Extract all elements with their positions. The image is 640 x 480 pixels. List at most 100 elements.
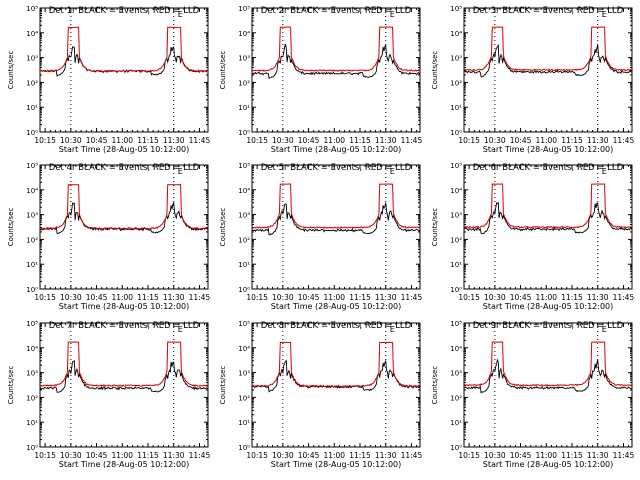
x-tick-label: 11:30 bbox=[375, 136, 397, 145]
plot-frame bbox=[39, 164, 209, 290]
panel-title: Det 4r BLACK = Events, RED = LLD bbox=[49, 163, 200, 173]
chart-panel: Det 9r BLACK = Events, RED = LLD 10⁰ 10¹ 10… bbox=[431, 320, 634, 469]
x-tick-label: 10:15 bbox=[246, 293, 268, 302]
x-tick-label: 11:15 bbox=[349, 293, 371, 302]
y-tick-label: 10² bbox=[450, 79, 462, 87]
y-axis-label: Counts/sec bbox=[7, 366, 15, 405]
x-tick-label: 11:45 bbox=[401, 136, 423, 145]
y-tick-label: 10⁵ bbox=[238, 5, 250, 13]
x-tick-label: 10:30 bbox=[60, 451, 82, 460]
panel-title: Det 9r BLACK = Events, RED = LLD bbox=[473, 321, 624, 331]
y-tick-label: 10⁵ bbox=[450, 162, 462, 170]
x-tick-label: 11:30 bbox=[375, 451, 397, 460]
y-axis-label: Counts/sec bbox=[7, 51, 15, 90]
x-tick-label: 11:45 bbox=[189, 136, 211, 145]
y-tick-label: 10² bbox=[450, 394, 462, 402]
marker-label: E bbox=[390, 167, 395, 176]
x-tick-label: 11:00 bbox=[535, 451, 557, 460]
x-axis-label: Start Time (28-Aug-05 10:12:00) bbox=[59, 145, 190, 154]
y-tick-label: 10¹ bbox=[26, 419, 38, 427]
x-tick-label: 11:00 bbox=[111, 293, 133, 302]
x-tick-label: 11:15 bbox=[561, 451, 583, 460]
events-series-line bbox=[251, 202, 421, 236]
y-tick-label: 10⁰ bbox=[26, 444, 38, 452]
y-axis-label: Counts/sec bbox=[219, 366, 227, 405]
x-tick-label: 11:45 bbox=[189, 293, 211, 302]
y-axis-label: Counts/sec bbox=[431, 208, 439, 247]
panel-title: Det 6r BLACK = Events, RED = LLD bbox=[473, 163, 624, 173]
y-tick-label: 10⁰ bbox=[450, 444, 462, 452]
y-tick-label: 10¹ bbox=[26, 104, 38, 112]
y-tick-label: 10² bbox=[26, 79, 38, 87]
x-tick-label: 10:45 bbox=[298, 136, 320, 145]
marker-label: E bbox=[602, 325, 607, 334]
marker-label: E bbox=[178, 325, 183, 334]
chart-panel: Det 1r BLACK = Events, RED = LLD 10⁰ 10¹ 10… bbox=[7, 5, 210, 154]
y-tick-label: 10⁵ bbox=[26, 5, 38, 13]
x-tick-label: 11:15 bbox=[349, 136, 371, 145]
x-tick-label: 10:30 bbox=[60, 293, 82, 302]
y-tick-label: 10² bbox=[238, 79, 250, 87]
y-tick-label: 10³ bbox=[26, 212, 38, 220]
panel-title: Det 2r BLACK = Events, RED = LLD bbox=[261, 6, 412, 16]
x-axis-label: Start Time (28-Aug-05 10:12:00) bbox=[59, 460, 190, 469]
events-series-line bbox=[463, 201, 633, 235]
x-axis-label: Start Time (28-Aug-05 10:12:00) bbox=[483, 302, 614, 311]
y-axis-label: Counts/sec bbox=[431, 51, 439, 90]
x-tick-label: 10:30 bbox=[484, 293, 506, 302]
y-axis-label: Counts/sec bbox=[7, 208, 15, 247]
x-tick-label: 10:15 bbox=[34, 293, 56, 302]
x-tick-label: 11:15 bbox=[561, 293, 583, 302]
y-tick-label: 10³ bbox=[238, 55, 250, 63]
events-series-line bbox=[463, 43, 633, 78]
x-tick-label: 10:45 bbox=[86, 451, 108, 460]
x-axis-label: Start Time (28-Aug-05 10:12:00) bbox=[271, 145, 402, 154]
chart-panel: Det 7r BLACK = Events, RED = LLD 10⁰ 10¹ 10… bbox=[7, 320, 210, 469]
x-axis-label: Start Time (28-Aug-05 10:12:00) bbox=[483, 460, 614, 469]
marker-label: E bbox=[178, 10, 183, 19]
marker-label: E bbox=[602, 167, 607, 176]
x-tick-label: 11:15 bbox=[137, 293, 159, 302]
marker-label: E bbox=[390, 10, 395, 19]
x-tick-label: 10:45 bbox=[510, 136, 532, 145]
y-tick-label: 10² bbox=[238, 394, 250, 402]
x-tick-label: 11:15 bbox=[561, 136, 583, 145]
x-tick-label: 10:30 bbox=[272, 293, 294, 302]
x-tick-label: 10:45 bbox=[86, 136, 108, 145]
y-tick-label: 10⁵ bbox=[238, 320, 250, 328]
y-tick-label: 10⁰ bbox=[450, 129, 462, 137]
y-tick-label: 10³ bbox=[450, 55, 462, 63]
y-tick-label: 10² bbox=[26, 394, 38, 402]
panel-title: Det 5r BLACK = Events, RED = LLD bbox=[261, 163, 412, 173]
panel-title: Det 1r BLACK = Events, RED = LLD bbox=[49, 6, 200, 16]
y-tick-label: 10³ bbox=[450, 212, 462, 220]
x-tick-label: 10:45 bbox=[510, 293, 532, 302]
x-axis-label: Start Time (28-Aug-05 10:12:00) bbox=[271, 460, 402, 469]
x-tick-label: 10:30 bbox=[484, 136, 506, 145]
x-axis-label: Start Time (28-Aug-05 10:12:00) bbox=[483, 145, 614, 154]
lld-series-line bbox=[39, 341, 209, 387]
lld-series-line bbox=[463, 26, 633, 72]
marker-label: E bbox=[390, 325, 395, 334]
x-tick-label: 11:30 bbox=[587, 293, 609, 302]
x-tick-label: 11:45 bbox=[401, 451, 423, 460]
x-tick-label: 10:30 bbox=[60, 136, 82, 145]
y-tick-label: 10¹ bbox=[450, 261, 462, 269]
x-tick-label: 10:15 bbox=[458, 293, 480, 302]
x-tick-label: 11:30 bbox=[163, 136, 185, 145]
y-tick-label: 10¹ bbox=[238, 261, 250, 269]
y-tick-label: 10⁴ bbox=[450, 187, 462, 195]
y-axis-label: Counts/sec bbox=[431, 366, 439, 405]
x-tick-label: 10:15 bbox=[34, 136, 56, 145]
y-tick-label: 10⁴ bbox=[450, 30, 462, 38]
lld-series-line bbox=[251, 341, 421, 388]
chart-panel: Det 5r BLACK = Events, RED = LLD 10⁰ 10¹ 10… bbox=[219, 162, 422, 311]
plot-frame bbox=[39, 7, 209, 133]
x-tick-label: 11:30 bbox=[375, 293, 397, 302]
lld-series-line bbox=[251, 183, 421, 229]
x-tick-label: 10:45 bbox=[298, 451, 320, 460]
marker-label: E bbox=[178, 167, 183, 176]
x-tick-label: 10:15 bbox=[34, 451, 56, 460]
chart-panel: Det 4r BLACK = Events, RED = LLD 10⁰ 10¹ 10… bbox=[7, 162, 210, 311]
y-tick-label: 10⁴ bbox=[238, 187, 250, 195]
